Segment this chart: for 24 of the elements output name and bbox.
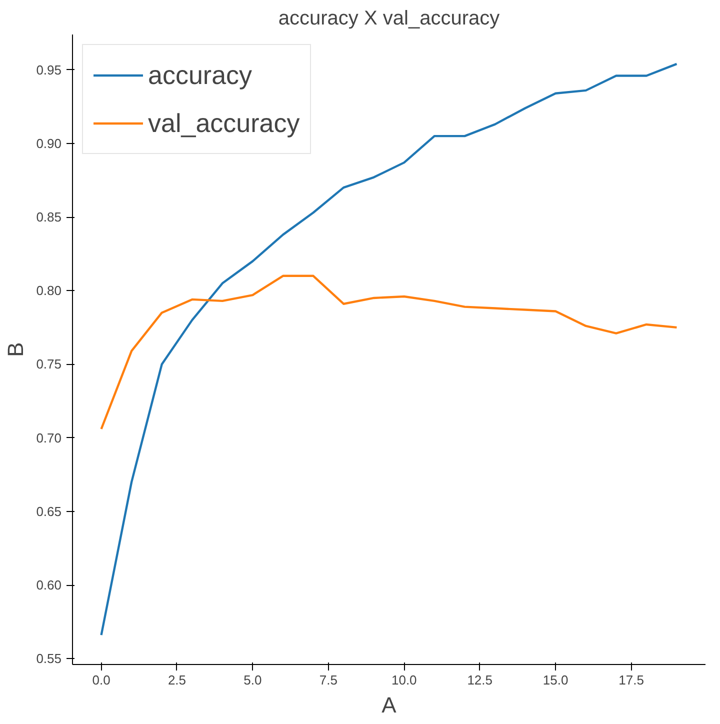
y-tick-label: 0.55	[36, 651, 62, 666]
chart-title: accuracy X val_accuracy	[278, 8, 500, 30]
legend-label: accuracy	[148, 58, 252, 92]
y-tick-label: 0.85	[36, 210, 62, 225]
x-tick-label: 5.0	[244, 672, 262, 688]
y-tick-label: 0.90	[36, 136, 62, 151]
x-tick-label: 10.0	[391, 672, 417, 688]
y-tick-label: 0.60	[36, 578, 62, 593]
legend-label: val_accuracy	[148, 106, 300, 140]
x-tick-label: 0.0	[92, 672, 110, 688]
y-tick-label: 0.65	[36, 504, 62, 519]
x-tick-label: 7.5	[319, 672, 338, 688]
x-tick-label: 15.0	[542, 672, 568, 688]
y-tick-label: 0.95	[36, 62, 62, 78]
x-tick-label: 17.5	[618, 672, 644, 688]
x-tick-label: 12.5	[467, 672, 493, 688]
y-tick-label: 0.80	[36, 283, 62, 298]
x-axis-title: A	[382, 692, 397, 718]
y-axis-title: B	[3, 342, 28, 357]
line-series	[100, 274, 678, 430]
y-tick-label: 0.70	[36, 430, 62, 446]
line-series	[100, 62, 678, 636]
y-tick-label: 0.75	[36, 356, 62, 372]
x-tick-label: 2.5	[168, 672, 186, 688]
